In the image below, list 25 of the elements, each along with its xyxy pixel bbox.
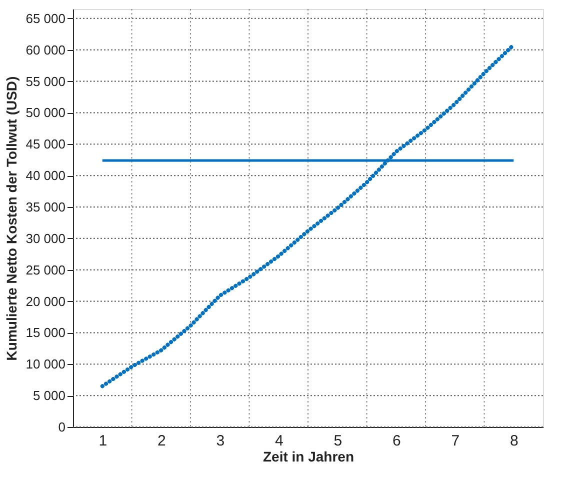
y-tick-label: 5 000 bbox=[32, 388, 66, 404]
y-tick-label: 65 000 bbox=[26, 10, 66, 26]
x-axis-title: Zeit in Jahren bbox=[262, 448, 354, 464]
y-tick-label: 50 000 bbox=[26, 105, 66, 120]
x-tick-label: 8 bbox=[510, 432, 518, 450]
x-tick-label: 1 bbox=[98, 432, 108, 450]
y-tick-label: 60 000 bbox=[26, 42, 66, 58]
y-tick-label: 0 bbox=[58, 420, 66, 434]
x-tick-label: 4 bbox=[274, 432, 284, 450]
y-tick-label: 40 000 bbox=[26, 168, 66, 184]
y-tick-label: 10 000 bbox=[26, 356, 66, 372]
y-tick-label: 35 000 bbox=[26, 200, 66, 214]
y-tick-label: 15 000 bbox=[26, 325, 66, 340]
x-tick-label: 5 bbox=[334, 432, 342, 450]
x-tick-label: 2 bbox=[157, 432, 166, 450]
y-tick-label: 25 000 bbox=[26, 262, 66, 278]
x-tick-label: 6 bbox=[392, 432, 401, 450]
y-axis-title: Kumulierte Netto Kosten der Tollwut (USD) bbox=[4, 76, 20, 361]
x-tick-label: 3 bbox=[216, 432, 225, 450]
x-tick-label: 7 bbox=[451, 432, 460, 450]
y-tick-label: 20 000 bbox=[26, 294, 66, 309]
y-tick-label: 30 000 bbox=[26, 230, 66, 246]
y-tick-label: 45 000 bbox=[26, 136, 66, 152]
y-tick-label: 55 000 bbox=[26, 74, 66, 89]
line-series bbox=[100, 42, 516, 388]
